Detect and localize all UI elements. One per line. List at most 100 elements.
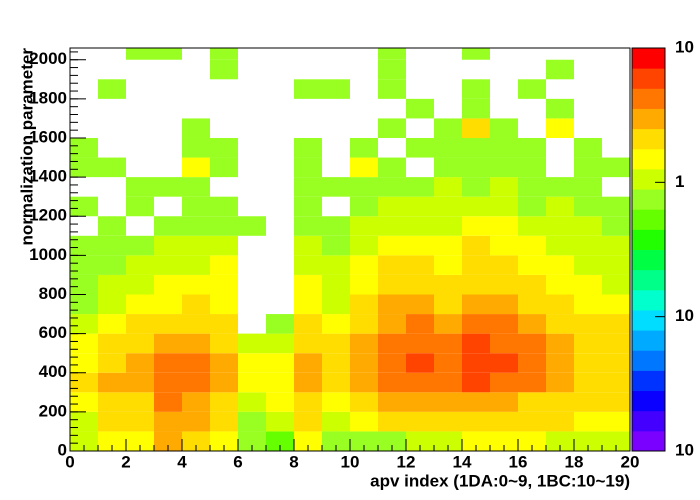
heatmap-cell [350,392,378,412]
heatmap-cell [378,48,406,60]
heatmap-cell [462,431,490,451]
heatmap-cell [266,353,294,373]
heatmap-cell [378,157,406,178]
heatmap-cell [518,255,546,275]
heatmap-cell [98,372,126,393]
heatmap-cell [70,137,98,158]
heatmap-cell [210,314,238,334]
heatmap-cell [98,157,126,178]
heatmap-cell [210,235,238,256]
heatmap-cell [266,314,294,334]
heatmap-cell [126,196,154,217]
heatmap-cell [378,392,406,412]
heatmap-cell [518,274,546,295]
x-axis-title: apv index (1DA:0~9, 1BC:10~19) [370,471,630,490]
heatmap-cell [602,235,630,256]
heatmap-cell [350,235,378,256]
heatmap-cell [350,431,378,451]
heatmap-cell [490,216,518,236]
heatmap-cell [210,411,238,432]
heatmap-cell [294,274,322,295]
heatmap-cell [406,177,434,197]
heatmap-cell [322,274,350,295]
y-tick-label: 600 [39,323,67,342]
heatmap-cell [462,274,490,295]
heatmap-cell [70,157,98,178]
heatmap-cell [462,118,490,138]
colorbar-tick-label: 10 [675,37,694,56]
heatmap-cell [574,235,602,256]
heatmap-cell [126,431,154,451]
heatmap-cell [322,314,350,334]
heatmap-cell [70,274,98,295]
heatmap-cell [518,333,546,354]
heatmap-cell [154,274,182,295]
heatmap-cell [406,235,434,256]
heatmap-cell [238,411,266,432]
heatmap-cell [322,177,350,197]
y-tick-label: 200 [39,401,67,420]
heatmap-cell [378,372,406,393]
heatmap-cell [546,59,574,80]
heatmap-cell [406,137,434,158]
heatmap-cell [182,235,210,256]
heatmap-cell [406,431,434,451]
heatmap-cell [210,372,238,393]
heatmap-cell [602,392,630,412]
heatmap-cell [546,392,574,412]
heatmap-cell [602,216,630,236]
heatmap-cell [154,431,182,451]
colorbar-band [632,350,665,371]
heatmap-cell [462,216,490,236]
heatmap-cell [294,392,322,412]
heatmap-cell [98,353,126,373]
heatmap-cell [70,411,98,432]
heatmap-cell [406,98,434,119]
heatmap-cell [294,216,322,236]
heatmap-cell [546,411,574,432]
heatmap-cell [210,392,238,412]
heatmap-cell [350,196,378,217]
heatmap-cell [378,118,406,138]
heatmap-cell [574,274,602,295]
heatmap-cell [602,255,630,275]
heatmap-cell [378,333,406,354]
heatmap-cell [490,137,518,158]
heatmap-cell [98,79,126,99]
heatmap-cell [462,411,490,432]
heatmap-cell [182,274,210,295]
heatmap-cell [490,118,518,138]
heatmap-cell [350,274,378,295]
heatmap-cell [350,411,378,432]
heatmap-cell [98,392,126,412]
heatmap-cell [210,255,238,275]
heatmap-cell [210,137,238,158]
colorbar-band [632,209,665,230]
colorbar-band [632,128,665,150]
heatmap-cell [406,274,434,295]
heatmap-cell [490,431,518,451]
heatmap-cell [378,79,406,99]
x-tick-label: 18 [565,452,584,471]
heatmap-cell [98,333,126,354]
colorbar-band [632,148,665,170]
colorbar-band [632,309,665,331]
heatmap-cell [462,177,490,197]
heatmap-cell [406,392,434,412]
heatmap-cell [602,314,630,334]
x-tick-label: 4 [177,452,187,471]
heatmap-cell [518,235,546,256]
heatmap-cell [378,196,406,217]
heatmap-cell [126,372,154,393]
y-tick-label: 800 [39,284,67,303]
heatmap-cell [210,431,238,451]
heatmap-cell [462,157,490,178]
heatmap-cell [406,372,434,393]
heatmap-cell [518,196,546,217]
heatmap-cell [238,392,266,412]
heatmap-cell [70,333,98,354]
heatmap-cell [182,333,210,354]
heatmap-cell [462,333,490,354]
heatmap-cell [406,255,434,275]
heatmap-cell [574,392,602,412]
